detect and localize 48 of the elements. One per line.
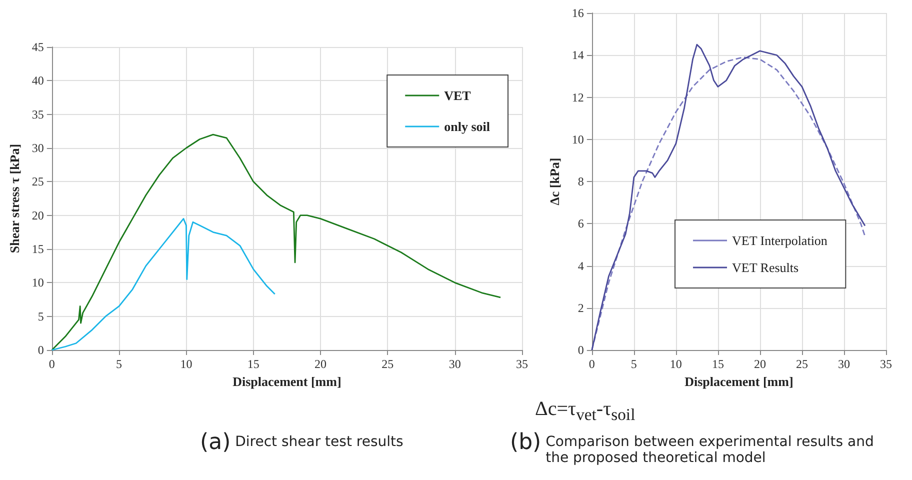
y-tick-label: 6 — [578, 216, 584, 231]
line-series — [51, 134, 502, 351]
x-tick-label: 35 — [880, 357, 892, 371]
y-tick-label: 30 — [32, 141, 44, 155]
x-tick-label: 0 — [48, 357, 55, 371]
x-tick-label: 5 — [630, 357, 637, 371]
y-tick-label: 45 — [32, 40, 44, 54]
y-tick-label: 16 — [572, 6, 584, 20]
y-tick-label: 8 — [578, 174, 584, 188]
text: Δc=τ$_{vet}$-τ$_{soil}$ — [535, 398, 636, 425]
text: (a) Direct shear test results — [200, 430, 404, 455]
legend-label: VET — [444, 88, 472, 103]
y-tick-label: 10 — [32, 276, 44, 290]
y-tick-label: 2 — [578, 300, 584, 315]
y-tick-label: 12 — [572, 90, 584, 104]
y-tick-label: 0 — [578, 343, 584, 357]
y-tick-label: 14 — [572, 48, 584, 62]
y-axis-title: Shear stress τ [kPa] — [7, 144, 22, 254]
legend-label: only soil — [444, 119, 490, 134]
y-tick-label: 10 — [572, 132, 584, 146]
x-tick-label: 25 — [796, 357, 808, 371]
y-tick-label: 35 — [32, 107, 44, 122]
x-tick-label: 10 — [180, 357, 192, 371]
y-tick-label: 4 — [578, 258, 584, 273]
x-axis-title: Displacement [mm] — [684, 374, 794, 389]
text: (b) Comparison between experimental results and the proposed theoretical model — [510, 430, 875, 466]
x-axis-title: Displacement [mm] — [232, 374, 342, 389]
x-tick-label: 10 — [670, 357, 682, 371]
y-tick-label: 40 — [32, 74, 44, 88]
x-tick-label: 15 — [712, 357, 724, 371]
line-series — [51, 218, 276, 351]
y-axis-title: Δc [kPa] — [547, 158, 562, 206]
legend-label: VET Interpolation — [732, 233, 828, 248]
y-tick-label: 20 — [32, 208, 44, 222]
y-tick-label: 25 — [32, 174, 44, 189]
y-tick-label: 5 — [38, 309, 44, 324]
x-tick-label: 15 — [247, 357, 260, 371]
x-tick-label: 20 — [754, 357, 766, 371]
y-tick-label: 15 — [32, 242, 44, 256]
x-tick-label: 25 — [382, 357, 394, 371]
x-tick-label: 20 — [314, 357, 327, 371]
x-tick-label: 30 — [838, 357, 850, 371]
y-tick-label: 0 — [38, 343, 44, 357]
legend-label: VET Results — [732, 260, 799, 275]
x-tick-label: 30 — [448, 357, 461, 371]
x-tick-label: 5 — [116, 357, 122, 371]
x-tick-label: 0 — [588, 357, 595, 371]
x-tick-label: 35 — [516, 357, 528, 371]
